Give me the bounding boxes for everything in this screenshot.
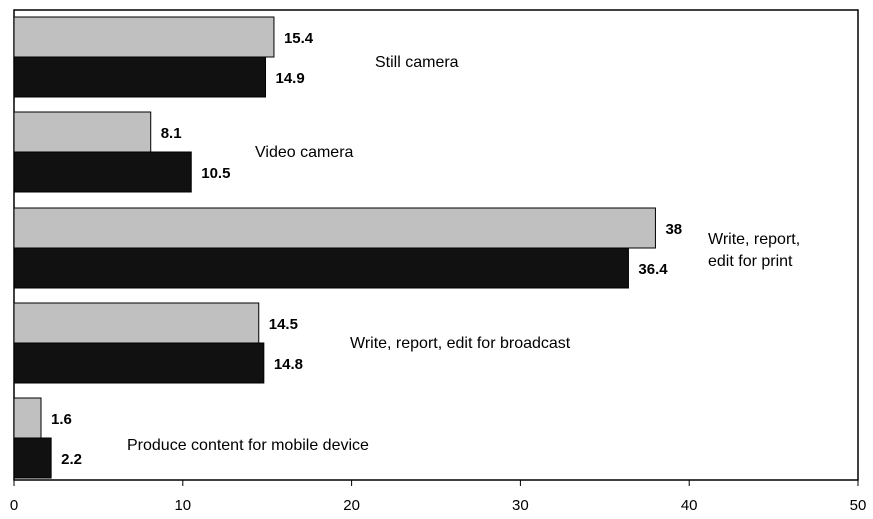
bar-series-2-3: [13, 342, 265, 384]
x-tick-label-0: 0: [10, 497, 18, 514]
bars-layer: [13, 16, 656, 479]
bar-series-2-1: [13, 151, 192, 193]
bar-series-1-2: [13, 207, 656, 249]
bar-series-1-0: [13, 16, 275, 58]
category-label-0: Still camera: [375, 54, 459, 71]
category-label-1: Video camera: [255, 144, 354, 161]
bar-series-2-4: [13, 437, 52, 479]
data-label-series-2-3: 14.8: [274, 356, 303, 373]
data-label-series-2-1: 10.5: [201, 165, 230, 182]
bar-series-2-2: [13, 247, 629, 289]
x-axis: 0 10 20 30 40 50: [10, 480, 867, 514]
x-tick-label-3: 30: [512, 497, 529, 514]
bar-series-2-0: [13, 56, 267, 98]
value-labels-layer: 15.4 14.9 8.1 10.5 38 36.4 14.5 14.8 1.6 2.2: [51, 30, 682, 468]
category-label-2: Write, report, edit for print: [708, 231, 800, 270]
data-label-series-1-3: 14.5: [269, 316, 298, 333]
x-tick-label-4: 40: [681, 497, 698, 514]
data-label-series-1-4: 1.6: [51, 411, 72, 428]
data-label-series-2-0: 14.9: [276, 70, 305, 87]
bar-series-1-4: [13, 397, 42, 439]
data-label-series-1-0: 15.4: [284, 30, 314, 47]
category-labels-layer: Still camera Video camera Write, report, ed…: [127, 54, 800, 454]
data-label-series-1-2: 38: [665, 221, 682, 238]
data-label-series-2-4: 2.2: [61, 451, 82, 468]
category-label-3: Write, report, edit for broadcast: [350, 335, 571, 352]
data-label-series-1-1: 8.1: [161, 125, 182, 142]
x-tick-label-2: 20: [343, 497, 360, 514]
x-tick-label-1: 10: [174, 497, 191, 514]
data-label-series-2-2: 36.4: [638, 261, 668, 278]
x-tick-label-5: 50: [850, 497, 867, 514]
bar-series-1-3: [13, 302, 260, 344]
bar-series-1-1: [13, 111, 152, 153]
category-label-4: Produce content for mobile device: [127, 437, 369, 454]
